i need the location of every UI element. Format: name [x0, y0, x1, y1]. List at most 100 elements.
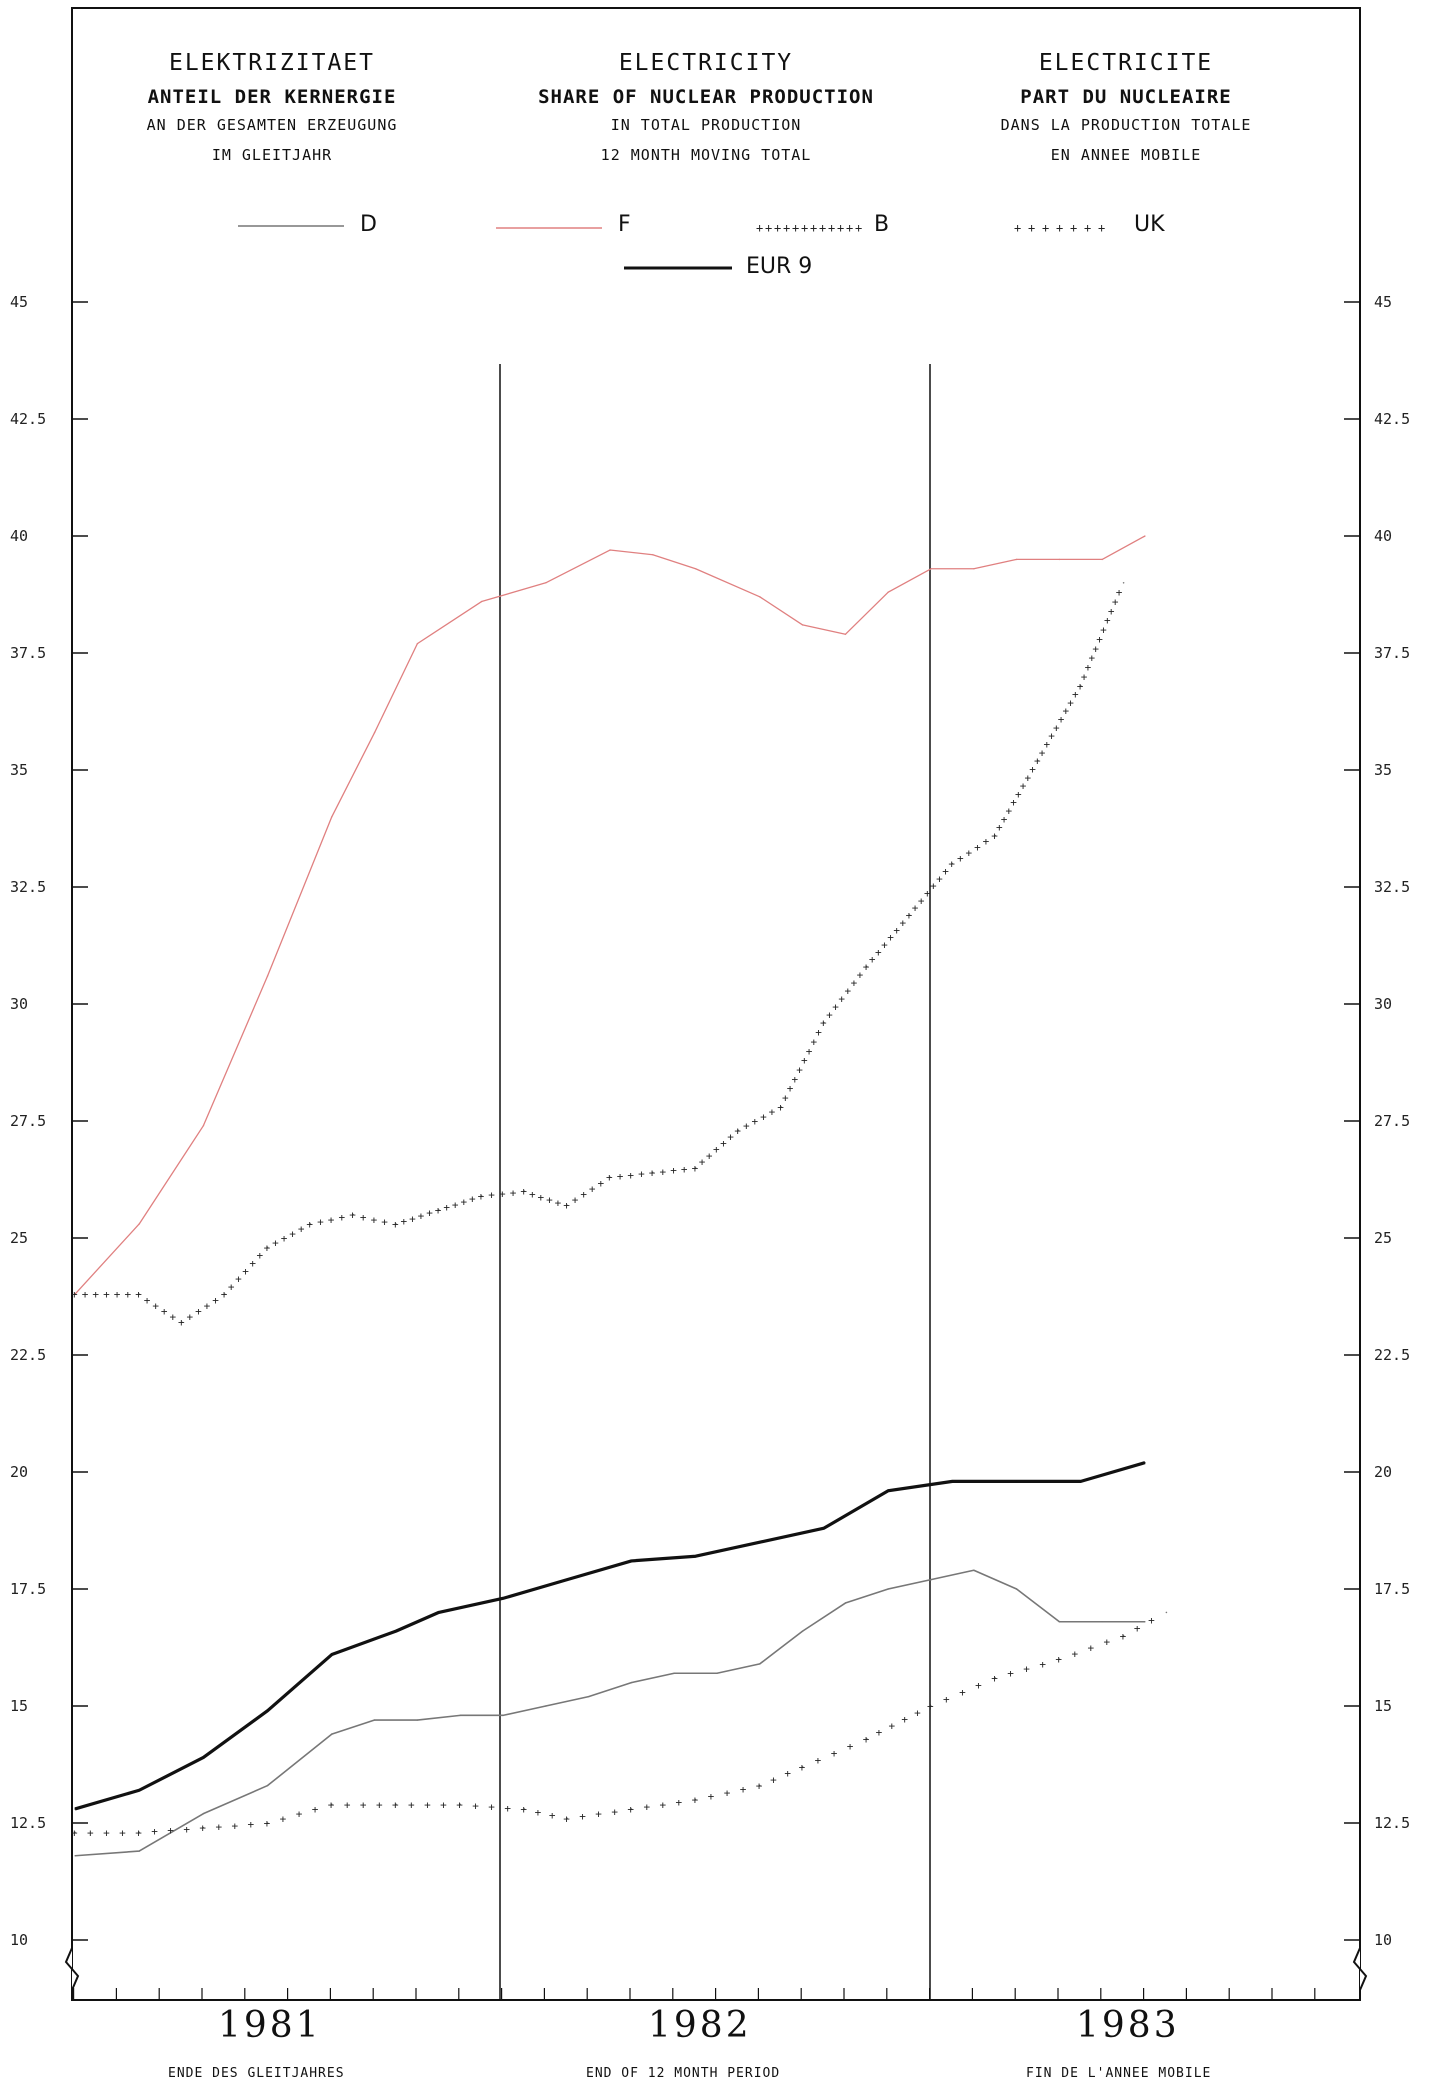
series-mark-b: + — [460, 1195, 467, 1208]
y-tick-label-right: 10 — [1374, 1931, 1392, 1949]
data-point-eur9 — [1080, 1480, 1082, 1483]
y-tick-label-right: 17.5 — [1374, 1580, 1410, 1598]
data-point-uk — [630, 1808, 633, 1810]
series-mark-b: + — [743, 1120, 750, 1133]
y-tick-label-right: 35 — [1374, 761, 1392, 779]
data-point-eur9 — [202, 1756, 205, 1759]
series-mark-uk: + — [876, 1726, 883, 1739]
series-mark-uk: + — [312, 1803, 319, 1816]
series-mark-b: + — [114, 1288, 121, 1301]
data-point-d — [1101, 1620, 1103, 1623]
data-point-eur9 — [1144, 1461, 1146, 1464]
series-mark-b: + — [187, 1311, 194, 1324]
series-mark-b: + — [983, 835, 990, 848]
data-point-d — [844, 1602, 847, 1604]
series-mark-b: + — [249, 1257, 256, 1270]
series-mark-b: + — [857, 969, 864, 982]
series-mark-b: + — [1092, 642, 1099, 655]
series-mark-b: + — [796, 1064, 803, 1077]
legend-label-f: F — [618, 212, 631, 237]
data-point-d — [502, 1714, 504, 1717]
series-mark-b: + — [256, 1249, 263, 1262]
series-mark-b: + — [838, 993, 845, 1006]
series-mark-uk: + — [1007, 1667, 1014, 1680]
series-mark-b: + — [488, 1189, 495, 1202]
series-mark-b: + — [242, 1265, 249, 1278]
data-point-b — [737, 1129, 740, 1132]
series-mark-b: + — [627, 1169, 634, 1182]
y-tick-label-right: 37.5 — [1374, 644, 1410, 662]
series-mark-b: + — [760, 1110, 767, 1123]
series-mark-uk: + — [595, 1808, 602, 1821]
data-point-uk — [1165, 1611, 1168, 1614]
data-point-b — [480, 1195, 483, 1197]
data-point-d — [630, 1681, 633, 1684]
series-mark-uk: + — [87, 1826, 94, 1839]
data-point-b — [694, 1167, 697, 1169]
series-mark-b: + — [996, 821, 1003, 834]
y-tick-label-left: 22.5 — [10, 1346, 46, 1364]
series-mark-b: + — [1044, 738, 1051, 751]
series-mark-b: + — [1024, 771, 1031, 784]
series-mark-b: + — [791, 1073, 798, 1086]
series-mark-uk: + — [248, 1818, 255, 1831]
y-tick-label-left: 15 — [10, 1697, 28, 1715]
data-point-d — [887, 1588, 889, 1590]
series-mark-b: + — [957, 852, 964, 865]
data-point-f — [266, 975, 269, 977]
series-mark-b: + — [92, 1288, 99, 1301]
series-mark-uk: + — [167, 1824, 174, 1837]
series-mark-b: + — [1010, 796, 1017, 809]
series-mark-b: + — [298, 1223, 305, 1236]
series-line-f — [74, 535, 1146, 1295]
series-mark-uk: + — [151, 1825, 158, 1838]
series-mark-b: + — [782, 1092, 789, 1105]
legend-sample-b-mark: + — [792, 221, 799, 235]
series-mark-b: + — [1048, 730, 1055, 743]
legend-sample-b-mark: + — [846, 221, 853, 235]
series-mark-uk: + — [975, 1679, 982, 1692]
data-point-b — [1037, 759, 1039, 762]
series-mark-b: + — [930, 880, 937, 893]
series-mark-b: + — [152, 1299, 159, 1312]
data-point-b — [138, 1293, 140, 1295]
y-tick-label-right: 15 — [1374, 1697, 1392, 1715]
series-mark-b: + — [893, 924, 900, 937]
y-tick-label-left: 30 — [10, 995, 28, 1013]
series-mark-b: + — [727, 1131, 734, 1144]
data-point-d — [1015, 1588, 1018, 1590]
series-mark-b: + — [103, 1288, 110, 1301]
legend-sample-b-mark: + — [756, 221, 763, 235]
series-mark-uk: + — [724, 1787, 731, 1800]
data-point-b — [823, 1021, 825, 1024]
series-mark-uk: + — [1039, 1658, 1046, 1671]
title-en-main: ELECTRICITY — [618, 50, 794, 76]
data-point-uk — [266, 1822, 269, 1824]
data-point-b — [780, 1106, 782, 1108]
legend-sample-uk-mark: + — [1042, 221, 1049, 235]
data-point-uk — [459, 1803, 462, 1806]
series-mark-b: + — [815, 1026, 822, 1039]
data-point-d — [373, 1719, 376, 1721]
data-point-eur9 — [1015, 1480, 1018, 1483]
data-point-f — [844, 633, 847, 636]
series-mark-b: + — [899, 916, 906, 929]
data-point-f — [801, 624, 804, 626]
data-point-eur9 — [630, 1560, 633, 1562]
legend-sample-b-mark: + — [801, 221, 808, 235]
series-mark-b: + — [381, 1216, 388, 1229]
series-mark-b: + — [660, 1165, 667, 1178]
data-point-eur9 — [759, 1541, 761, 1543]
title-fr-line4: EN ANNEE MOBILE — [1050, 146, 1202, 164]
data-point-eur9 — [566, 1578, 568, 1581]
series-mark-b: + — [1029, 763, 1036, 776]
series-mark-b: + — [339, 1211, 346, 1224]
data-point-uk — [994, 1677, 996, 1679]
series-mark-b: + — [228, 1280, 235, 1293]
data-point-d — [138, 1850, 140, 1852]
data-point-uk — [395, 1803, 397, 1806]
series-mark-b: + — [1058, 713, 1065, 726]
data-point-f — [887, 591, 889, 593]
series-mark-b: + — [844, 985, 851, 998]
x-tick-label-1982: 1982 — [648, 2005, 752, 2046]
